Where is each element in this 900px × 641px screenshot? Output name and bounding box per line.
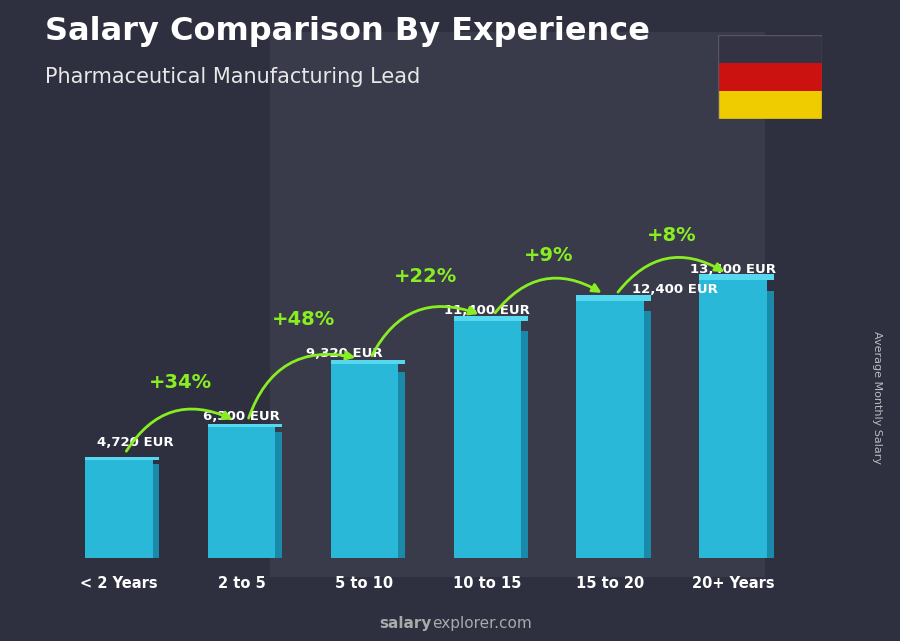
- Bar: [699, 279, 767, 558]
- Text: 13,400 EUR: 13,400 EUR: [690, 263, 776, 276]
- Bar: [576, 301, 644, 558]
- Bar: [208, 424, 282, 427]
- Bar: [85, 456, 159, 460]
- Text: 4,720 EUR: 4,720 EUR: [96, 437, 173, 449]
- Bar: [718, 91, 822, 119]
- Bar: [270, 32, 765, 577]
- Bar: [330, 364, 398, 558]
- Bar: [208, 427, 275, 558]
- Bar: [699, 274, 773, 279]
- Text: +22%: +22%: [394, 267, 457, 286]
- Bar: [330, 360, 405, 364]
- Text: < 2 Years: < 2 Years: [80, 576, 158, 592]
- Bar: [85, 460, 152, 558]
- Text: +8%: +8%: [647, 226, 697, 244]
- Text: 20+ Years: 20+ Years: [692, 576, 774, 592]
- Text: 11,400 EUR: 11,400 EUR: [445, 304, 530, 317]
- Text: 10 to 15: 10 to 15: [453, 576, 521, 592]
- Bar: [454, 321, 521, 558]
- Text: Salary Comparison By Experience: Salary Comparison By Experience: [45, 16, 650, 47]
- Bar: [576, 295, 651, 301]
- Text: 6,300 EUR: 6,300 EUR: [203, 410, 280, 423]
- Bar: [398, 372, 405, 558]
- Text: +34%: +34%: [148, 373, 211, 392]
- Bar: [644, 311, 651, 558]
- Bar: [152, 463, 159, 558]
- Text: +9%: +9%: [524, 246, 573, 265]
- Bar: [718, 35, 822, 63]
- Text: 2 to 5: 2 to 5: [218, 576, 266, 592]
- Text: 5 to 10: 5 to 10: [336, 576, 393, 592]
- Bar: [454, 316, 527, 321]
- Bar: [275, 432, 282, 558]
- Text: explorer.com: explorer.com: [432, 617, 532, 631]
- Text: salary: salary: [380, 617, 432, 631]
- Bar: [521, 331, 527, 558]
- Text: 12,400 EUR: 12,400 EUR: [633, 283, 718, 296]
- Text: +48%: +48%: [272, 310, 335, 329]
- Bar: [767, 291, 773, 558]
- Text: 15 to 20: 15 to 20: [576, 576, 644, 592]
- Text: Pharmaceutical Manufacturing Lead: Pharmaceutical Manufacturing Lead: [45, 67, 420, 87]
- Bar: [718, 63, 822, 91]
- Text: Average Monthly Salary: Average Monthly Salary: [872, 331, 883, 464]
- Text: 9,320 EUR: 9,320 EUR: [306, 347, 382, 360]
